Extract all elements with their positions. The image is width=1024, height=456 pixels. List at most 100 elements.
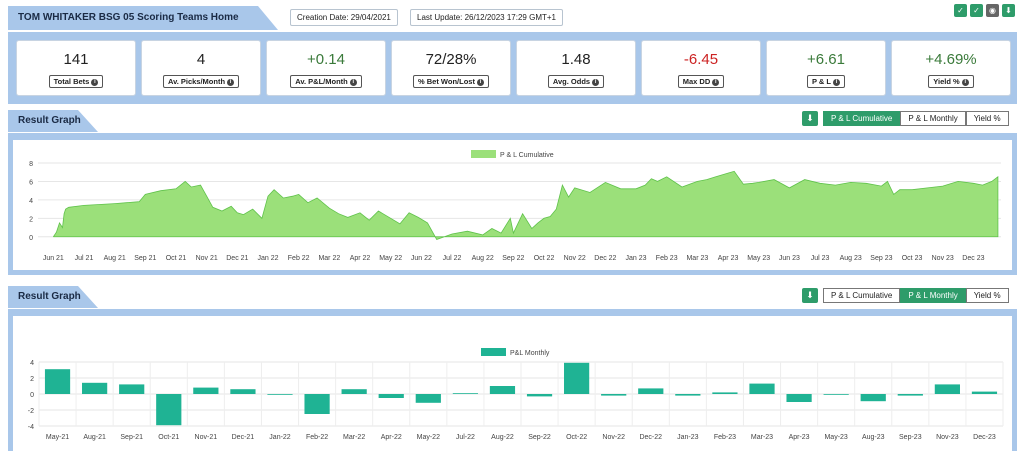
download-button[interactable]: ⬇ xyxy=(802,288,818,303)
info-icon[interactable]: i xyxy=(712,78,720,86)
monthly-bar[interactable] xyxy=(897,394,923,396)
x-tick-label: Nov 23 xyxy=(932,255,954,262)
monthly-bar[interactable] xyxy=(230,389,256,394)
x-tick-label: Jan 22 xyxy=(258,255,279,262)
y-tick-label: -2 xyxy=(28,408,34,415)
monthly-bar[interactable] xyxy=(341,389,367,394)
x-tick-label: Apr-22 xyxy=(381,434,402,441)
check-icon[interactable]: ✓ xyxy=(970,4,983,17)
stat-label[interactable]: Max DD i xyxy=(677,75,725,88)
monthly-bar[interactable] xyxy=(823,394,849,395)
x-tick-label: Apr 23 xyxy=(718,255,739,262)
x-tick-label: Nov 21 xyxy=(196,255,218,262)
monthly-bar[interactable] xyxy=(119,384,145,394)
y-tick-label: 0 xyxy=(30,392,34,399)
monthly-bar[interactable] xyxy=(934,384,960,394)
info-icon[interactable]: i xyxy=(961,78,969,86)
stat-value: 72/28% xyxy=(425,51,477,68)
x-tick-label: Dec 23 xyxy=(962,255,984,262)
y-tick-label: -4 xyxy=(28,424,34,431)
stat-label-text: Yield % xyxy=(933,77,960,86)
monthly-bar[interactable] xyxy=(860,394,886,402)
check-icon[interactable]: ✓ xyxy=(954,4,967,17)
download-button[interactable]: ⬇ xyxy=(802,111,818,126)
monthly-bar[interactable] xyxy=(378,394,404,398)
monthly-bar[interactable] xyxy=(601,394,627,396)
x-tick-label: May-23 xyxy=(824,434,847,441)
info-icon[interactable]: i xyxy=(91,78,99,86)
monthly-bar[interactable] xyxy=(452,393,478,394)
download-icon[interactable]: ⬇ xyxy=(1002,4,1015,17)
x-tick-label: Dec-21 xyxy=(232,434,255,441)
tab-pl-monthly[interactable]: P & L Monthly xyxy=(900,111,966,126)
stat-value: +0.14 xyxy=(307,51,345,68)
chart-tab-group: P & L Cumulative P & L Monthly Yield % xyxy=(823,111,1009,126)
x-tick-label: Feb-23 xyxy=(714,434,736,441)
page-title: TOM WHITAKER BSG 05 Scoring Teams Home F… xyxy=(8,6,278,30)
stat-value: 141 xyxy=(63,51,89,68)
x-tick-label: Oct 23 xyxy=(902,255,923,262)
x-tick-label: Nov-21 xyxy=(195,434,218,441)
monthly-bar[interactable] xyxy=(304,394,330,414)
tab-yield[interactable]: Yield % xyxy=(965,288,1009,303)
stat-label[interactable]: Yield % i xyxy=(928,75,974,88)
monthly-bar[interactable] xyxy=(267,394,293,395)
stat-label[interactable]: Av. P&L/Month i xyxy=(290,75,362,88)
stat-label[interactable]: Avg. Odds i xyxy=(547,75,605,88)
info-icon[interactable]: i xyxy=(592,78,600,86)
x-tick-label: Mar-22 xyxy=(343,434,365,441)
x-tick-label: Oct-21 xyxy=(158,434,179,441)
monthly-bar[interactable] xyxy=(415,394,441,403)
chart-tab-group: P & L Cumulative P & L Monthly Yield % xyxy=(823,288,1009,303)
stat-label[interactable]: Av. Picks/Month i xyxy=(162,75,240,88)
x-tick-label: Dec 22 xyxy=(594,255,616,262)
camera-icon[interactable]: ◉ xyxy=(986,4,999,17)
x-tick-label: Feb-22 xyxy=(306,434,328,441)
y-tick-label: 2 xyxy=(29,216,33,223)
monthly-bar[interactable] xyxy=(638,388,664,394)
stat-card: -6.45 Max DD i xyxy=(641,40,761,96)
x-tick-label: Jul-22 xyxy=(456,434,475,441)
stat-label[interactable]: % Bet Won/Lost i xyxy=(413,75,489,88)
tab-yield[interactable]: Yield % xyxy=(965,111,1009,126)
x-tick-label: Aug-21 xyxy=(83,434,106,441)
monthly-bar[interactable] xyxy=(44,369,71,394)
x-tick-label: May 22 xyxy=(379,255,402,262)
stat-label[interactable]: Total Bets i xyxy=(48,75,104,88)
monthly-bar[interactable] xyxy=(564,362,590,394)
info-icon[interactable]: i xyxy=(349,78,357,86)
info-icon[interactable]: i xyxy=(227,78,235,86)
monthly-bar[interactable] xyxy=(749,383,775,394)
legend-label: P&L Monthly xyxy=(510,350,550,357)
monthly-bar[interactable] xyxy=(156,394,182,426)
x-tick-label: Aug 22 xyxy=(472,255,494,262)
monthly-bar[interactable] xyxy=(193,387,219,394)
x-tick-label: Jan-22 xyxy=(269,434,291,441)
monthly-bar[interactable] xyxy=(675,394,701,396)
tab-pl-monthly[interactable]: P & L Monthly xyxy=(900,288,966,303)
download-icon: ⬇ xyxy=(806,113,814,123)
monthly-bar[interactable] xyxy=(82,382,108,394)
monthly-bar[interactable] xyxy=(786,394,812,402)
monthly-bar[interactable] xyxy=(971,391,998,394)
stat-label-text: Avg. Odds xyxy=(552,77,591,86)
monthly-bar[interactable] xyxy=(489,386,516,394)
legend-swatch xyxy=(471,150,496,158)
x-tick-label: Jul 21 xyxy=(75,255,94,262)
stat-value: -6.45 xyxy=(683,51,719,68)
pl-cumulative-chart: 0 2 4 6 8 Jun 21 Jul 21 Aug 21 Sep 21 Oct 21 Nov 2… xyxy=(29,150,1001,262)
download-icon: ⬇ xyxy=(806,290,814,300)
x-tick-label: Jun 21 xyxy=(43,255,64,262)
x-tick-label: Dec 21 xyxy=(226,255,248,262)
x-tick-label: Nov 22 xyxy=(564,255,586,262)
tab-pl-cumulative[interactable]: P & L Cumulative xyxy=(823,111,901,126)
monthly-bar[interactable] xyxy=(526,394,553,397)
info-icon[interactable]: i xyxy=(833,78,841,86)
x-tick-label: Jan 23 xyxy=(626,255,647,262)
y-tick-label: 0 xyxy=(29,235,33,242)
info-icon[interactable]: i xyxy=(476,78,484,86)
monthly-bar[interactable] xyxy=(712,392,738,394)
tab-pl-cumulative[interactable]: P & L Cumulative xyxy=(823,288,901,303)
stat-value: 4 xyxy=(196,51,206,68)
